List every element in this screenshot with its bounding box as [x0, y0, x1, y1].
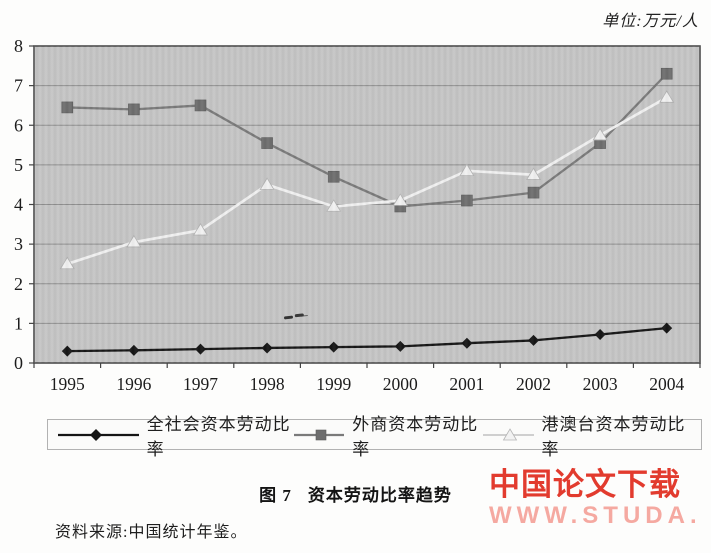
svg-text:2002: 2002	[516, 374, 551, 394]
watermark-site-url: WWW.STUDA.	[489, 502, 702, 529]
svg-text:1999: 1999	[316, 374, 351, 394]
series-triangle	[59, 90, 675, 270]
legend-label: 港澳台资本劳动比率	[541, 414, 686, 459]
svg-text:2: 2	[14, 274, 23, 294]
svg-text:1995: 1995	[50, 374, 85, 394]
svg-text:1996: 1996	[116, 374, 151, 394]
legend-item-foreign: 外商资本劳动比率	[292, 410, 481, 460]
square-marker-icon	[294, 429, 345, 440]
svg-text:2004: 2004	[649, 374, 684, 394]
triangle-marker-icon	[483, 427, 534, 440]
svg-text:1997: 1997	[183, 374, 218, 394]
legend-label: 全社会资本劳动比率	[146, 414, 291, 459]
svg-text:1998: 1998	[250, 374, 285, 394]
legend-item-hk-macao-taiwan: 港澳台资本劳动比率	[481, 410, 687, 460]
diamond-marker-icon	[58, 428, 139, 441]
capital-labor-ratio-chart: 0 1 2 3 4 5 6 7 8 1995 1996 1997 1998 1999 2000 2001 200…	[14, 36, 701, 394]
figure-caption: 图 7 资本劳动比率趋势	[0, 481, 711, 506]
legend-label: 外商资本劳动比率	[352, 414, 479, 459]
svg-text:1: 1	[14, 313, 23, 333]
svg-text:6: 6	[14, 115, 23, 135]
svg-text:3: 3	[14, 234, 23, 254]
svg-text:2000: 2000	[383, 374, 418, 394]
chart-legend: 全社会资本劳动比率 外商资本劳动比率 港澳台资本劳动比率	[47, 415, 702, 459]
svg-text:2001: 2001	[449, 374, 484, 394]
figure-number: 图 7	[259, 486, 292, 505]
svg-text:0: 0	[14, 353, 23, 373]
svg-text:5: 5	[14, 155, 23, 175]
series-diamond	[61, 322, 673, 357]
source-note: 资料来源:中国统计年鉴。	[55, 524, 248, 541]
svg-text:2003: 2003	[583, 374, 618, 394]
svg-text:7: 7	[14, 76, 23, 96]
figure-title: 资本劳动比率趋势	[307, 486, 452, 505]
unit-label: 单位:万元/人	[602, 13, 699, 30]
svg-text:8: 8	[14, 36, 23, 56]
legend-item-total-society: 全社会资本劳动比率	[56, 410, 292, 460]
series-square	[61, 67, 673, 213]
svg-text:4: 4	[14, 195, 23, 215]
